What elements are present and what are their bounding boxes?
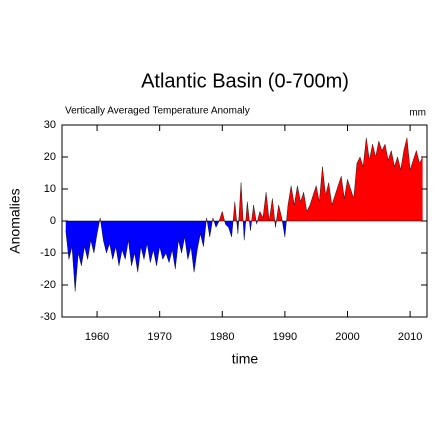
x-tick-label: 1990 <box>273 331 297 343</box>
chart-title: Atlantic Basin (0-700m) <box>141 70 349 92</box>
y-tick-label: 0 <box>50 215 56 227</box>
x-tick-label: 2000 <box>335 331 359 343</box>
y-tick-label: -20 <box>40 279 56 291</box>
x-tick-label: 1960 <box>85 331 109 343</box>
x-tick-label: 1980 <box>210 331 234 343</box>
x-tick-label: 1970 <box>147 331 171 343</box>
x-tick-label: 2010 <box>398 331 422 343</box>
area-positive <box>65 137 423 221</box>
y-tick-label: 10 <box>44 183 56 195</box>
outline <box>65 137 423 292</box>
y-tick-label: -10 <box>40 247 56 259</box>
y-axis-label: Anomalies <box>7 188 23 253</box>
subtitle: Vertically Averaged Temperature Anomaly <box>65 106 250 117</box>
x-axis-label: time <box>232 351 259 367</box>
y-tick-label: 20 <box>44 151 56 163</box>
y-tick-label: 30 <box>44 119 56 131</box>
y-tick-label: -30 <box>40 311 56 323</box>
area-negative <box>65 221 423 292</box>
unit-label: mm <box>409 108 426 119</box>
